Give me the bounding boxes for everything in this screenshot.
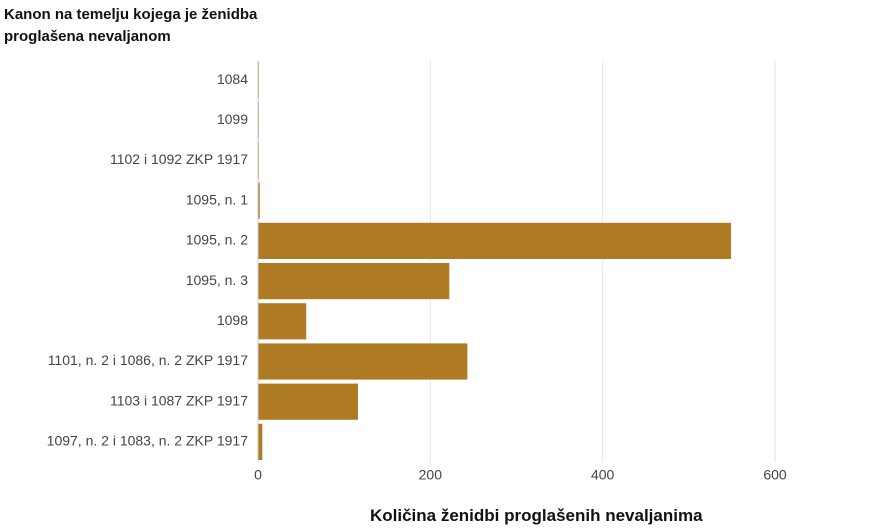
bar <box>258 303 307 340</box>
y-tick-label: 1095, n. 3 <box>186 272 248 288</box>
x-axis-label: Količina ženidbi proglašenih nevaljanima <box>370 506 703 525</box>
y-tick-label: 1095, n. 1 <box>186 191 248 207</box>
bar <box>258 182 260 219</box>
y-axis-label: Kanon na temelju kojega je ženidba progl… <box>4 6 258 45</box>
bar <box>258 263 450 300</box>
y-tick-label: 1097, n. 2 i 1083, n. 2 ZKP 1917 <box>47 433 249 449</box>
y-tick-label: 1099 <box>217 111 248 127</box>
bar <box>258 383 358 420</box>
x-tick-label: 400 <box>591 467 615 483</box>
y-tick-label: 1101, n. 2 i 1086, n. 2 ZKP 1917 <box>48 352 249 368</box>
bar <box>258 222 732 259</box>
bar <box>258 423 263 460</box>
y-tick-label: 1103 i 1087 ZKP 1917 <box>110 392 248 408</box>
x-tick-label: 600 <box>763 467 787 483</box>
y-tick-label: 1098 <box>217 312 248 328</box>
y-tick-label: 1084 <box>217 71 248 87</box>
y-tick-label: 1102 i 1092 ZKP 1917 <box>110 151 248 167</box>
x-tick-label: 200 <box>419 467 443 483</box>
x-tick-label: 0 <box>254 467 262 483</box>
bar <box>258 343 468 380</box>
y-tick-label: 1095, n. 2 <box>186 232 248 248</box>
